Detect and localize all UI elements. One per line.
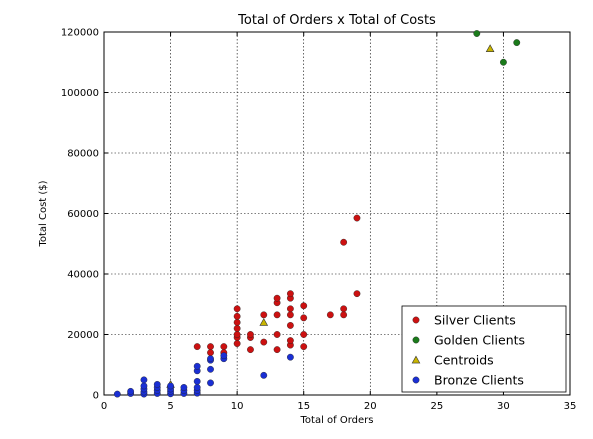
point-silver-clients <box>340 305 348 313</box>
x-tick-label: 30 <box>497 401 510 412</box>
x-tick-label: 10 <box>231 401 244 412</box>
point-silver-clients <box>247 331 254 338</box>
x-tick-label: 5 <box>167 401 173 412</box>
point-silver-clients <box>353 214 361 222</box>
legend-marker-golden-clients <box>412 336 420 344</box>
point-bronze-clients <box>180 384 188 391</box>
point-silver-clients <box>233 312 241 320</box>
point-silver-clients <box>286 337 294 344</box>
point-silver-clients <box>233 340 241 347</box>
point-silver-clients <box>340 311 348 319</box>
point-silver-clients <box>273 294 281 302</box>
y-tick-label: 60000 <box>67 209 99 220</box>
point-bronze-clients <box>140 376 148 384</box>
point-silver-clients <box>273 311 281 319</box>
y-tick-label: 40000 <box>67 270 99 281</box>
legend-marker-centroids <box>411 355 421 364</box>
series-bronze-clients <box>113 352 294 398</box>
legend-marker-bronze-clients <box>412 376 420 384</box>
point-silver-clients <box>193 343 201 350</box>
point-silver-clients <box>300 343 308 350</box>
point-silver-clients <box>233 325 241 332</box>
point-bronze-clients <box>193 362 201 370</box>
y-tick-label: 120000 <box>61 28 99 39</box>
point-silver-clients <box>273 346 281 354</box>
point-silver-clients <box>286 311 294 319</box>
point-bronze-clients <box>113 390 121 398</box>
point-centroids <box>259 317 269 326</box>
point-silver-clients <box>326 311 334 319</box>
point-bronze-clients <box>193 377 201 385</box>
legend-box <box>401 305 567 393</box>
point-bronze-clients <box>207 379 214 387</box>
point-silver-clients <box>233 305 241 313</box>
point-silver-clients <box>300 331 308 338</box>
y-axis-label: Total Cost ($) <box>38 180 49 247</box>
point-silver-clients <box>286 322 294 329</box>
point-silver-clients <box>260 311 268 319</box>
x-tick-label: 25 <box>430 401 443 412</box>
point-bronze-clients <box>207 355 214 363</box>
legend-label-silver-clients: Silver Clients <box>434 313 516 328</box>
point-silver-clients <box>273 331 281 338</box>
point-silver-clients <box>207 349 214 357</box>
point-bronze-clients <box>220 352 228 360</box>
y-tick-label: 0 <box>93 391 99 402</box>
point-bronze-clients <box>140 382 148 390</box>
x-tick-label: 0 <box>101 401 107 412</box>
legend-label-centroids: Centroids <box>434 353 494 368</box>
data-points <box>113 30 521 398</box>
series-golden-clients <box>473 30 521 66</box>
point-silver-clients <box>353 290 361 298</box>
y-tick-label: 80000 <box>67 149 99 160</box>
legend-label-bronze-clients: Bronze Clients <box>434 373 524 388</box>
y-tick-label: 100000 <box>61 88 99 99</box>
x-tick-label: 15 <box>297 401 310 412</box>
point-bronze-clients <box>207 365 214 373</box>
point-bronze-clients <box>127 387 135 395</box>
legend-label-golden-clients: Golden Clients <box>434 333 525 348</box>
point-silver-clients <box>247 346 254 354</box>
series-silver-clients <box>193 214 361 357</box>
point-bronze-clients <box>153 381 161 388</box>
point-silver-clients <box>286 305 294 313</box>
point-centroids <box>485 44 495 52</box>
point-silver-clients <box>286 290 294 298</box>
y-tick-label: 20000 <box>67 330 99 341</box>
point-bronze-clients <box>167 382 174 390</box>
point-silver-clients <box>340 238 348 246</box>
point-bronze-clients <box>193 384 201 391</box>
point-golden-clients <box>500 58 507 66</box>
point-silver-clients <box>233 318 241 326</box>
legend-marker-silver-clients <box>412 316 420 324</box>
point-silver-clients <box>233 331 241 338</box>
point-bronze-clients <box>260 371 268 379</box>
point-bronze-clients <box>286 353 294 361</box>
axes: 0 5 10 15 20 25 30 35 0 20000 40000 60000 80000 10000… <box>61 28 577 413</box>
legend: Silver Clients Golden Clients Centroids Bro… <box>401 305 567 393</box>
chart-title: Total of Orders x Total of Costs <box>237 13 436 28</box>
x-tick-label: 35 <box>564 401 577 412</box>
point-silver-clients <box>300 302 308 310</box>
point-golden-clients <box>473 30 481 37</box>
x-axis-label: Total of Orders <box>300 415 374 426</box>
x-tick-label: 20 <box>364 401 377 412</box>
point-golden-clients <box>513 39 521 46</box>
point-silver-clients <box>300 314 308 322</box>
point-silver-clients <box>207 343 214 350</box>
point-silver-clients <box>220 343 228 350</box>
point-silver-clients <box>260 338 268 346</box>
